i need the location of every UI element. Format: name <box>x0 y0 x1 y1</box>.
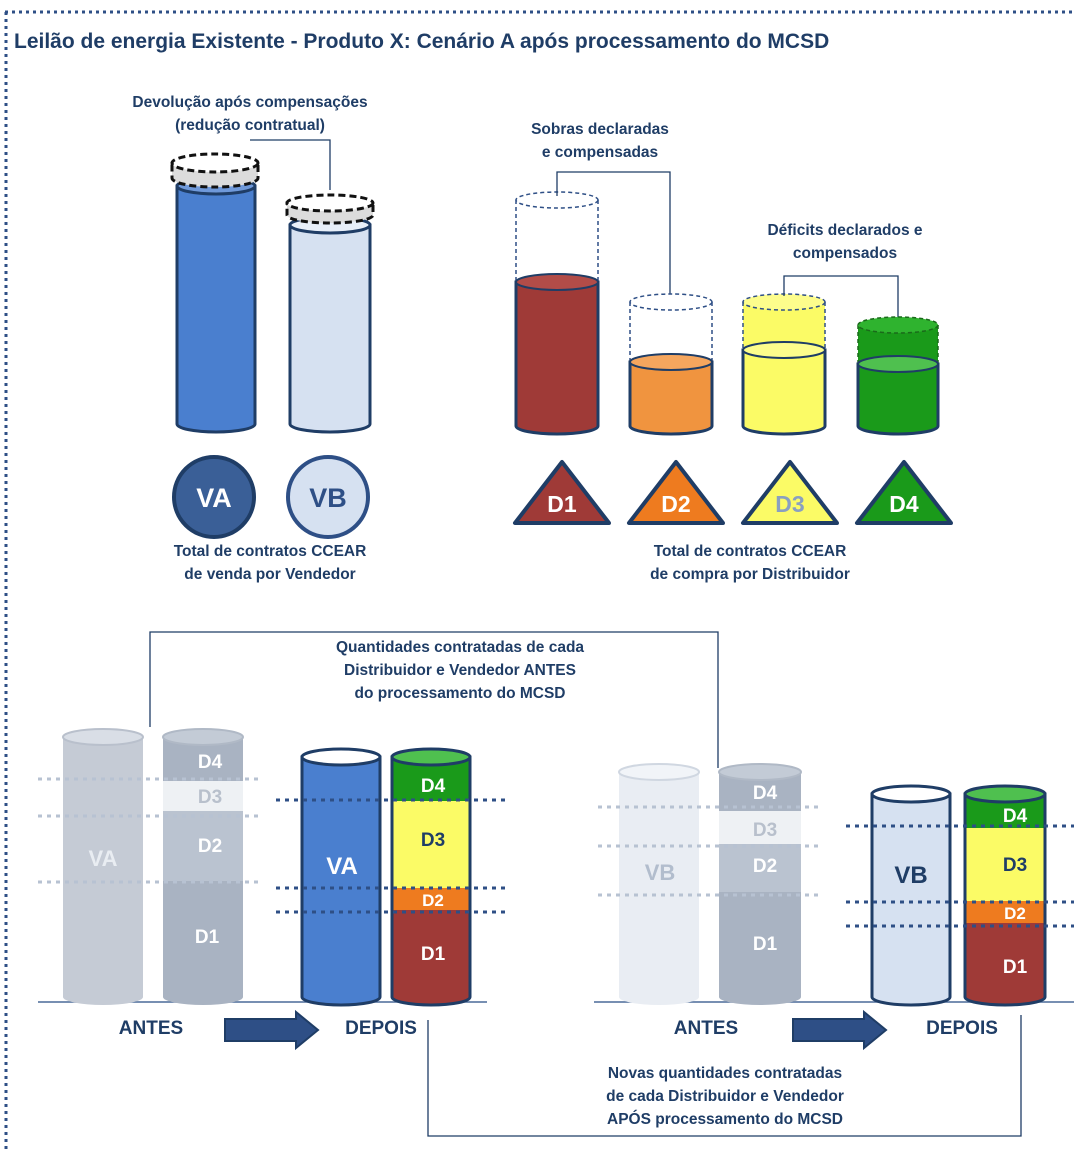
callout-antes-line-1: Quantidades contratadas de cada <box>335 639 585 656</box>
page-title: Leilão de energia Existente - Produto X:… <box>14 30 830 53</box>
callout-sobras-line-1: Sobras declaradas <box>531 121 669 138</box>
d4-antes-right-label: D4 <box>753 783 778 804</box>
caption-distribuidor-line-1: Total de contratos CCEAR <box>653 543 847 560</box>
d3-antes-right-label: D3 <box>753 820 777 841</box>
d3-triangle-label: D3 <box>775 491 804 517</box>
d4-cylinder <box>856 316 940 436</box>
vb-circle-label: VB <box>309 483 347 513</box>
antes-label-right: ANTES <box>674 1018 738 1039</box>
caption-vendedor-line-1: Total de contratos CCEAR <box>173 543 367 560</box>
va-depois-cylinder <box>300 747 382 1007</box>
callout-returns: Devolução após compensações (redução con… <box>130 91 370 137</box>
d4-triangle-label: D4 <box>889 491 919 517</box>
callout-antes: Quantidades contratadas de cada Distribu… <box>300 636 620 705</box>
d-antes-stack-left <box>162 728 244 1005</box>
d3-cylinder <box>741 293 827 436</box>
va-circle-label: VA <box>196 483 232 513</box>
callout-leader-apos <box>427 1015 1022 1137</box>
vb-antes-cylinder <box>618 763 700 1005</box>
d1-depois-left-label: D1 <box>421 944 446 965</box>
d4-antes-left-label: D4 <box>198 752 223 773</box>
callout-returns-line-2: (redução contratual) <box>175 117 325 134</box>
callout-returns-line-1: Devolução após compensações <box>132 94 368 111</box>
callout-leader-returns <box>250 139 331 190</box>
callout-apos-line-2: de cada Distribuidor e Vendedor <box>606 1088 844 1105</box>
d2-depois-left-label: D2 <box>422 891 444 910</box>
d4-depois-left-label: D4 <box>421 776 446 797</box>
vb-circle <box>286 455 370 539</box>
d3-depois-right-label: D3 <box>1003 855 1027 876</box>
d-depois-stack-right <box>963 784 1047 1007</box>
callout-sobras-line-2: e compensadas <box>541 144 659 161</box>
vb-returned-cap <box>285 193 375 225</box>
d2-triangle <box>627 460 725 525</box>
d-depois-stack-left <box>390 747 472 1007</box>
callout-apos-line-3: APÓS processamento do MCSD <box>607 1111 843 1128</box>
caption-distribuidor-line-2: de compra por Distribuidor <box>650 566 850 583</box>
d3-triangle <box>741 460 839 525</box>
vb-depois-cylinder <box>870 784 952 1007</box>
va-returned-cap <box>170 152 260 189</box>
d3-depois-left-label: D3 <box>421 830 445 851</box>
va-depois-label: VA <box>326 853 358 880</box>
callout-apos-line-1: Novas quantidades contratadas <box>607 1065 843 1082</box>
va-antes-label: VA <box>89 846 118 871</box>
callout-deficits-line-2: compensados <box>792 245 898 262</box>
caption-vendedor: Total de contratos CCEAR de venda por Ve… <box>140 540 400 586</box>
callout-sobras: Sobras declaradas e compensadas <box>490 118 710 164</box>
d2-antes-left-label: D2 <box>198 836 222 857</box>
callout-leader-sobras <box>556 171 671 345</box>
depois-label-left: DEPOIS <box>345 1018 417 1039</box>
callout-antes-line-3: do processamento do MCSD <box>354 685 566 702</box>
callout-antes-line-2: Distribuidor e Vendedor ANTES <box>344 662 576 679</box>
d1-cylinder <box>514 191 600 436</box>
d1-antes-left-label: D1 <box>195 927 220 948</box>
d2-depois-right-label: D2 <box>1004 904 1026 923</box>
vb-depois-label: VB <box>894 862 927 889</box>
arrow-right <box>792 1009 888 1051</box>
d2-cylinder <box>628 293 714 436</box>
callout-deficits: Déficits declarados e compensados <box>730 219 960 265</box>
vb-antes-label: VB <box>645 860 676 885</box>
callout-deficits-line-1: Déficits declarados e <box>767 222 923 239</box>
va-antes-cylinder <box>62 728 144 1005</box>
callout-apos: Novas quantidades contratadas de cada Di… <box>570 1062 880 1131</box>
d3-antes-left-label: D3 <box>198 787 222 808</box>
caption-vendedor-line-2: de venda por Vendedor <box>184 566 356 583</box>
d1-antes-right-label: D1 <box>753 934 778 955</box>
d2-triangle-label: D2 <box>661 491 690 517</box>
d1-triangle <box>513 460 611 525</box>
depois-label-right: DEPOIS <box>926 1018 998 1039</box>
d-antes-stack-right <box>718 763 802 1005</box>
va-cylinder <box>175 176 257 434</box>
d1-triangle-label: D1 <box>547 491 577 517</box>
vb-cylinder <box>288 215 372 434</box>
d2-antes-right-label: D2 <box>753 856 777 877</box>
caption-distribuidor: Total de contratos CCEAR de compra por D… <box>615 540 885 586</box>
d4-triangle <box>855 460 953 525</box>
d1-depois-right-label: D1 <box>1003 957 1028 978</box>
va-circle <box>172 455 256 539</box>
callout-leader-deficits <box>783 275 899 325</box>
antes-label-left: ANTES <box>119 1018 183 1039</box>
d4-depois-right-label: D4 <box>1003 806 1028 827</box>
arrow-left <box>224 1009 320 1051</box>
callout-leader-antes <box>149 631 719 768</box>
